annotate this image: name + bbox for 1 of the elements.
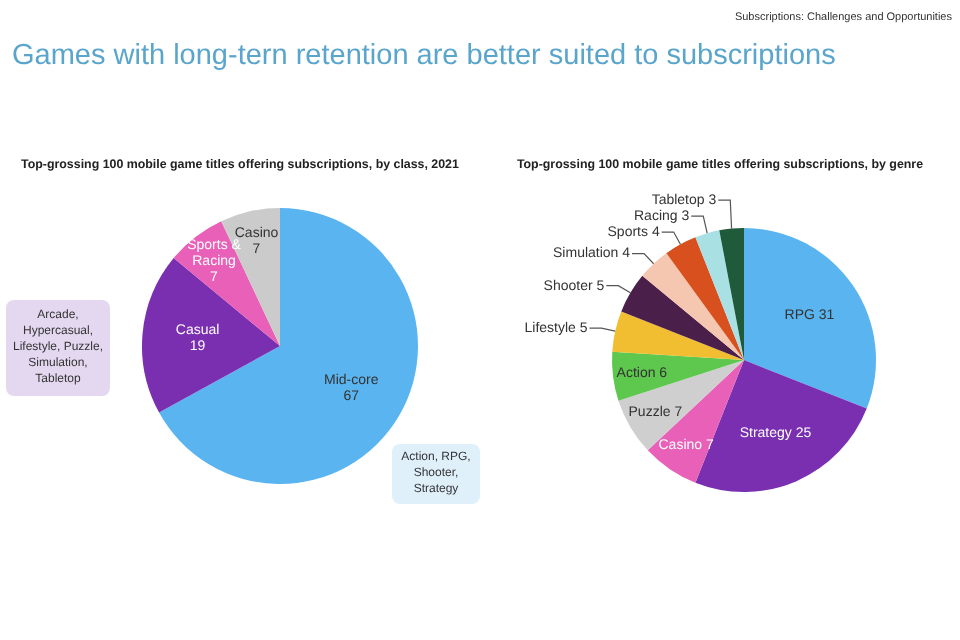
text: Games with long-tern retention are better suited to subscriptions [12,40,836,72]
